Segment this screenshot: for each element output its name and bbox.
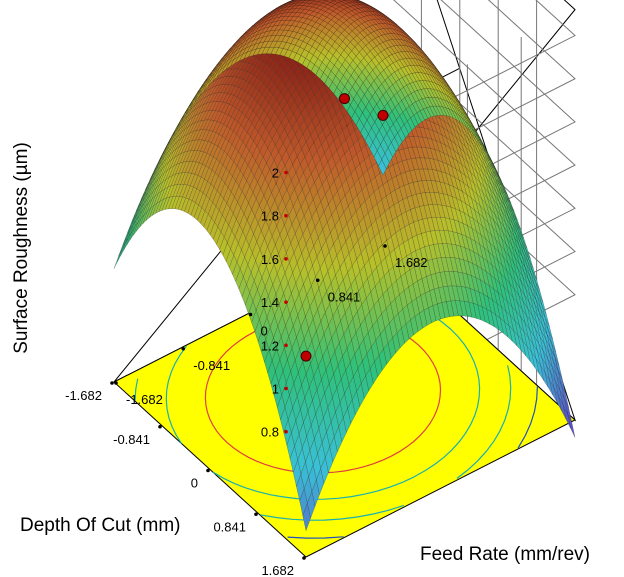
x-tick-mark: [254, 512, 258, 517]
y-tick-label: 0: [261, 324, 268, 339]
surface-cell: [354, 0, 362, 3]
y-tick-label: 0.841: [328, 289, 361, 304]
z-tick-mark: [284, 386, 288, 391]
x-tick-label: 0.841: [213, 519, 246, 534]
z-tick-mark: [284, 429, 288, 434]
x-tick-label: 1.682: [261, 563, 294, 577]
y-tick-mark: [181, 346, 186, 351]
z-tick-label: 2: [272, 166, 279, 181]
z-tick-label: 1.2: [261, 338, 279, 353]
design-points: [300, 93, 389, 362]
surface-cell: [351, 0, 359, 3]
x-tick-mark: [110, 381, 114, 385]
surface-cell: [337, 0, 346, 2]
z-tick-label: 1.6: [261, 252, 279, 267]
tick-labels: 0.8 1 1.2 1.4 1.6 1.8 2 1.682 0.841 0 -0.841 -1.682…: [65, 166, 427, 577]
z-tick-mark: [284, 343, 288, 348]
y-tick-label: 1.682: [395, 255, 428, 270]
x-tick-label: 0: [191, 476, 198, 491]
surface-cell: [330, 0, 337, 2]
z-tick-label: 0.8: [261, 425, 279, 440]
x-tick-mark: [206, 468, 210, 473]
y-tick-label: -1.682: [126, 392, 163, 407]
y-tick-mark: [315, 278, 320, 283]
z-tick-label: 1: [272, 382, 279, 397]
y-tick-mark: [383, 244, 387, 248]
design-point: [377, 109, 389, 121]
x-axis-label: Depth Of Cut (mm): [20, 515, 180, 536]
z-tick-mark: [284, 170, 288, 175]
x-tick-mark: [158, 424, 162, 429]
y-axis-label: Feed Rate (mm/rev): [420, 544, 590, 565]
z-tick-label: 1.8: [261, 209, 279, 224]
x-tick-label: -0.841: [113, 432, 150, 447]
z-tick-label: 1.4: [261, 295, 279, 310]
response-surface: [113, 0, 576, 532]
z-tick-mark: [284, 257, 288, 261]
x-tick-mark: [302, 556, 306, 560]
design-point: [300, 350, 312, 362]
y-tick-mark: [114, 381, 118, 385]
z-tick-mark: [284, 213, 288, 218]
z-tick-mark: [284, 300, 288, 304]
x-tick-label: -1.682: [65, 388, 102, 403]
surface-cell: [347, 0, 357, 3]
surface-cell: [113, 249, 122, 269]
z-axis-label: Surface Roughness (µm): [11, 142, 32, 354]
y-tick-label: -0.841: [193, 358, 230, 373]
design-point: [339, 93, 350, 105]
y-tick-mark: [248, 312, 253, 317]
